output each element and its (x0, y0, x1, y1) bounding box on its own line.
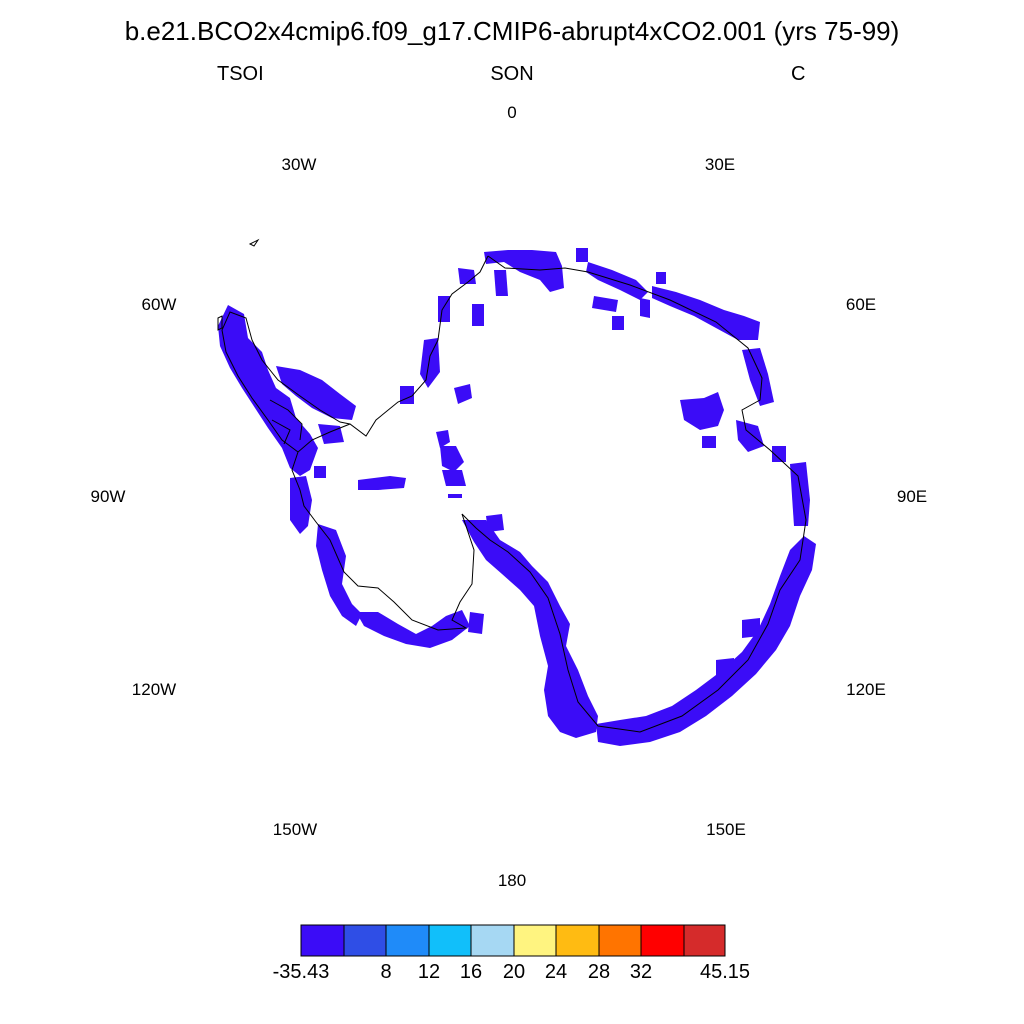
lon-label-30w: 30W (281, 155, 317, 174)
season-label: SON (490, 63, 534, 85)
colorbar-label: 16 (459, 961, 483, 983)
colorbar-box-8 (598, 924, 642, 957)
field-cell (316, 524, 362, 626)
units-label: C (791, 63, 806, 85)
soil-temperature-field (218, 248, 816, 746)
field-cell (652, 286, 760, 340)
field-cell (592, 296, 618, 312)
lon-label-180: 180 (497, 871, 527, 890)
field-cell (314, 466, 326, 478)
coastline-east (461, 255, 807, 733)
coastline-inner-shelf (269, 399, 303, 441)
colorbar-box-7 (555, 924, 600, 957)
lon-label-60e: 60E (845, 295, 877, 314)
colorbar-box-9 (640, 924, 685, 957)
colorbar-box-3 (385, 924, 430, 957)
island (217, 315, 223, 331)
field-cell (486, 514, 504, 532)
field-cell (276, 366, 356, 420)
field-cell (484, 250, 564, 292)
field-cell (318, 424, 344, 444)
colorbar-label: 24 (544, 961, 568, 983)
colorbar-box-4 (428, 924, 472, 957)
field-cell (790, 462, 810, 526)
island (248, 238, 260, 247)
coastline (217, 238, 807, 733)
colorbar-box-1 (300, 924, 345, 957)
colorbar-label: 45.15 (699, 961, 751, 983)
colorbar-label: 28 (587, 961, 611, 983)
colorbar-label: 20 (502, 961, 526, 983)
lon-label-90w: 90W (90, 487, 126, 506)
field-cell (462, 520, 598, 738)
lon-label-30e: 30E (704, 155, 736, 174)
colorbar (300, 924, 726, 957)
field-cell (742, 348, 774, 406)
field-cell (612, 316, 624, 330)
field-cell (440, 446, 464, 472)
colorbar-label: -35.43 (272, 961, 330, 983)
variable-label: TSOI (217, 63, 264, 85)
lon-label-150w: 150W (272, 820, 318, 839)
map-title: b.e21.BCO2x4cmip6.f09_g17.CMIP6-abrupt4x… (124, 16, 900, 46)
field-cell (358, 476, 406, 490)
field-cell (494, 270, 508, 296)
coastline-ross (291, 255, 489, 631)
lon-label-60w: 60W (141, 295, 177, 314)
field-cell (736, 420, 764, 452)
field-cell (596, 536, 816, 746)
field-cell (640, 298, 650, 318)
lon-label-0: 0 (507, 103, 517, 122)
lon-label-120e: 120E (846, 680, 886, 699)
colorbar-box-2 (343, 924, 387, 957)
colorbar-label: 12 (417, 961, 441, 983)
field-cell (218, 305, 318, 476)
field-cell (772, 446, 786, 462)
field-cell (400, 386, 414, 404)
coastline-inner-shelf-2 (271, 419, 291, 445)
field-cell (356, 610, 470, 648)
field-cell (468, 612, 484, 634)
colorbar-label: 8 (380, 961, 392, 983)
field-cell (680, 392, 724, 430)
colorbar-box-6 (513, 924, 557, 957)
field-cell (290, 476, 312, 534)
lon-label-90e: 90E (896, 487, 928, 506)
field-cell (702, 436, 716, 448)
field-cell (742, 618, 760, 638)
colorbar-box-10 (683, 924, 726, 957)
field-cell (656, 272, 666, 284)
coastline-peninsula (221, 311, 351, 453)
lon-label-150e: 150E (706, 820, 746, 839)
field-cell (472, 304, 484, 326)
field-cell (420, 338, 440, 388)
field-cell (448, 494, 462, 498)
colorbar-label: 32 (629, 961, 653, 983)
field-cell (458, 268, 476, 284)
field-cell (436, 430, 450, 448)
field-cell (716, 658, 734, 676)
field-cell (576, 248, 588, 262)
field-cell (442, 470, 466, 486)
field-cell (454, 384, 472, 404)
lon-label-120w: 120W (131, 680, 177, 699)
colorbar-box-5 (470, 924, 515, 957)
